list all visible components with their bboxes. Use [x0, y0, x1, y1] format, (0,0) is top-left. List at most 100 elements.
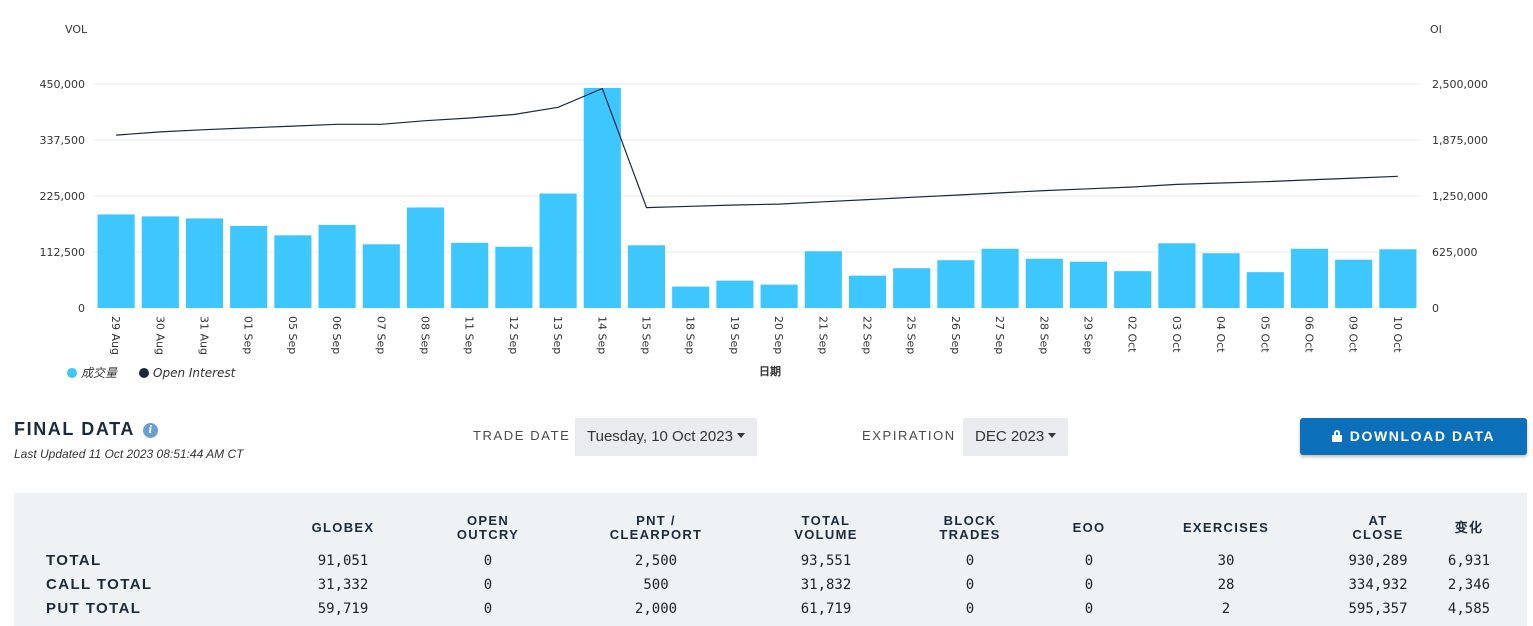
x-tick-label: 05 Oct — [1258, 316, 1271, 353]
x-tick-label: 06 Oct — [1303, 316, 1316, 353]
download-data-button[interactable]: DOWNLOAD DATA — [1300, 418, 1527, 455]
volume-bar — [1069, 261, 1108, 308]
table-cell: 31,832 — [800, 577, 852, 593]
info-icon[interactable]: i — [142, 423, 158, 438]
y-right-tick-label: 1,250,000 — [1432, 190, 1488, 203]
x-tick-label: 07 Sep — [374, 316, 387, 354]
volume-bar — [848, 275, 887, 308]
x-tick-label: 30 Aug — [153, 316, 166, 355]
volume-bar — [451, 242, 489, 308]
volume-bar — [362, 244, 400, 308]
legend-marker-open-interest — [139, 368, 149, 378]
legend-marker-volume — [67, 368, 77, 378]
table-cell: 59,719 — [317, 601, 369, 617]
table-cell: 0 — [1084, 553, 1094, 569]
y-left-tick-label: 225,000 — [40, 190, 86, 203]
volume-bar — [981, 248, 1019, 308]
table-header: GLOBEX — [311, 520, 375, 535]
table-cell: 6,931 — [1447, 553, 1491, 569]
chart-svg: 450,000 337,500 225,000 112,500 0 2,500,000 1,… — [40, 23, 1488, 380]
table-cell: 0 — [483, 553, 493, 569]
table-header: 变化 — [1454, 520, 1484, 535]
table-cell: 31,332 — [317, 577, 369, 593]
x-axis-label: 日期 — [759, 364, 781, 378]
y-right-tick-label: 625,000 — [1432, 246, 1478, 259]
y-left-tick-label: 112,500 — [40, 246, 86, 259]
y-right-tick-label: 0 — [1432, 302, 1439, 315]
lock-icon — [1331, 430, 1342, 442]
volume-oi-chart: 450,000 337,500 225,000 112,500 0 2,500,000 1,… — [40, 23, 1488, 380]
download-data-label: DOWNLOAD DATA — [1349, 428, 1496, 444]
table-cell: 0 — [483, 601, 493, 617]
table-cell: 334,932 — [1348, 577, 1408, 593]
chevron-down-icon — [736, 433, 745, 438]
table-cell: 28 — [1217, 577, 1235, 593]
table-cell: 0 — [483, 577, 493, 593]
last-updated-text: Last Updated 11 Oct 2023 08:51:44 AM CT — [14, 447, 244, 461]
volume-bar — [627, 245, 666, 308]
x-tick-label: 29 Aug — [109, 316, 122, 355]
volume-bar — [1158, 243, 1196, 308]
x-tick-label: 14 Sep — [595, 316, 608, 354]
table-header: BLOCK TRADES — [939, 513, 1001, 542]
y-left-axis-label: VOL — [65, 23, 88, 36]
table-header: EXERCISES — [1182, 520, 1270, 535]
x-tick-label: 20 Sep — [772, 316, 785, 354]
table-cell: 2,500 — [634, 553, 678, 569]
trade-date-dropdown[interactable]: Tuesday, 10 Oct 2023 — [575, 418, 757, 456]
final-data-table: GLOBEX OPEN OUTCRY PNT / CLEARPORT TOTAL VOLUM… — [14, 493, 1527, 626]
table-row-label: PUT TOTAL — [46, 600, 142, 617]
x-tick-label: 10 Oct — [1391, 316, 1404, 353]
expiration-label: EXPIRATION — [862, 428, 956, 443]
volume-bar — [760, 284, 798, 308]
volume-bar — [893, 268, 931, 308]
table-cell: 595,357 — [1348, 601, 1408, 617]
x-tick-label: 09 Oct — [1347, 316, 1360, 353]
x-tick-label: 11 Sep — [463, 316, 476, 354]
x-tick-label: 29 Sep — [1082, 316, 1095, 354]
table-cell: 91,051 — [317, 553, 369, 569]
x-tick-label: 04 Oct — [1214, 316, 1227, 353]
x-tick-label: 03 Oct — [1170, 316, 1183, 353]
table-cell: 0 — [965, 601, 975, 617]
expiration-value: DEC 2023 — [975, 428, 1045, 445]
x-tick-label: 01 Sep — [242, 316, 255, 354]
volume-bar — [185, 218, 224, 308]
y-right-tick-label: 2,500,000 — [1432, 78, 1488, 91]
table-cell: 93,551 — [800, 553, 852, 569]
volume-bar — [141, 216, 179, 308]
volume-bar — [495, 246, 533, 308]
x-tick-label: 21 Sep — [816, 316, 829, 354]
volume-bar — [230, 225, 268, 308]
table-cell: 2,000 — [634, 601, 678, 617]
x-tick-label: 25 Sep — [905, 316, 918, 354]
expiration-dropdown[interactable]: DEC 2023 — [963, 418, 1069, 456]
volume-bar — [804, 251, 842, 308]
x-tick-label: 06 Sep — [330, 316, 343, 354]
table-cell: 61,719 — [800, 601, 852, 617]
y-left-tick-label: 337,500 — [40, 134, 86, 147]
final-data-title: FINAL DATA i — [14, 419, 158, 440]
volume-bar — [1114, 271, 1152, 308]
x-tick-label: 19 Sep — [728, 316, 741, 354]
trade-date-value: Tuesday, 10 Oct 2023 — [587, 428, 733, 445]
x-tick-label: 18 Sep — [684, 316, 697, 354]
volume-bar — [97, 214, 135, 308]
table-cell: 30 — [1217, 553, 1235, 569]
table-header: PNT / CLEARPORT — [609, 513, 703, 542]
y-right-axis-label: OI — [1430, 23, 1442, 36]
final-data-title-text: FINAL DATA — [14, 419, 135, 439]
volume-bar — [672, 286, 710, 308]
chevron-down-icon — [1048, 433, 1057, 438]
volume-bar — [1335, 259, 1373, 308]
volume-bar — [539, 193, 577, 308]
table-row-label: TOTAL — [46, 552, 102, 569]
trade-date-label: TRADE DATE — [473, 428, 571, 443]
x-tick-label: 13 Sep — [551, 316, 564, 354]
table-cell: 2,346 — [1447, 577, 1491, 593]
volume-bar — [937, 260, 975, 308]
legend-label-open-interest: Open Interest — [153, 366, 237, 380]
table-cell: 500 — [643, 577, 669, 593]
volume-bar — [1246, 272, 1284, 308]
x-tick-label: 05 Sep — [286, 316, 299, 354]
